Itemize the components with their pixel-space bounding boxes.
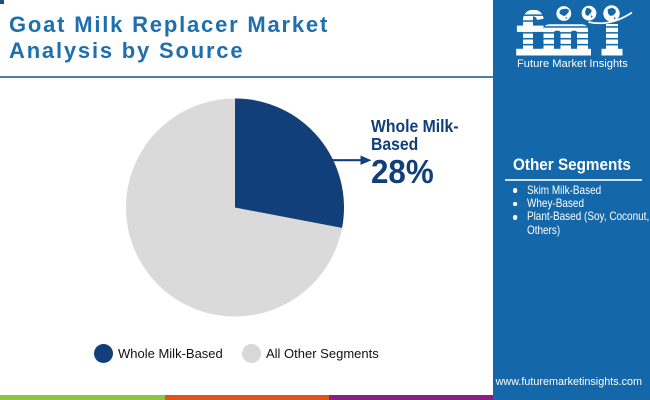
svg-text:Future Market Insights: Future Market Insights: [517, 58, 628, 70]
